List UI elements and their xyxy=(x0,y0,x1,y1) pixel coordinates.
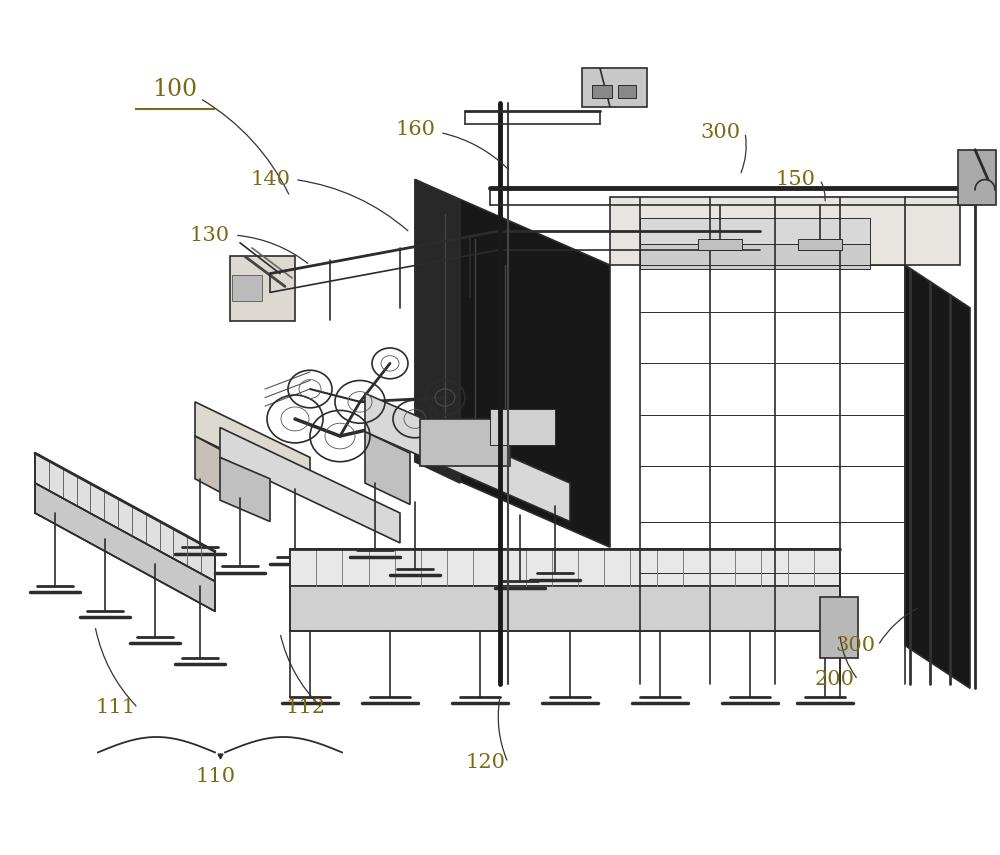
Polygon shape xyxy=(220,457,270,522)
Bar xyxy=(592,86,612,98)
Polygon shape xyxy=(290,586,840,631)
Polygon shape xyxy=(415,180,460,483)
Bar xyxy=(230,256,295,321)
Polygon shape xyxy=(640,218,870,244)
Text: 150: 150 xyxy=(775,170,815,189)
Text: 130: 130 xyxy=(190,226,230,245)
Text: 300: 300 xyxy=(835,636,875,655)
Polygon shape xyxy=(640,244,870,269)
Polygon shape xyxy=(195,436,235,500)
Text: 112: 112 xyxy=(285,699,325,717)
Bar xyxy=(582,68,647,107)
Polygon shape xyxy=(610,197,960,265)
Polygon shape xyxy=(905,265,970,688)
Bar xyxy=(958,150,996,205)
Text: 300: 300 xyxy=(700,123,740,142)
Polygon shape xyxy=(35,453,215,581)
Polygon shape xyxy=(290,549,840,586)
Text: 200: 200 xyxy=(815,670,855,689)
Text: 160: 160 xyxy=(395,121,435,139)
Text: 111: 111 xyxy=(95,699,135,717)
Polygon shape xyxy=(220,428,400,543)
Bar xyxy=(798,239,842,250)
Polygon shape xyxy=(35,483,215,611)
Polygon shape xyxy=(365,393,570,522)
Bar xyxy=(420,419,510,466)
Bar xyxy=(618,86,636,98)
Bar xyxy=(698,239,742,250)
Text: 120: 120 xyxy=(465,753,505,772)
Text: 140: 140 xyxy=(250,170,290,189)
Text: 110: 110 xyxy=(195,767,235,786)
Polygon shape xyxy=(365,432,410,504)
Text: 100: 100 xyxy=(152,79,198,101)
Polygon shape xyxy=(195,402,310,492)
Bar xyxy=(490,409,555,445)
Bar xyxy=(232,275,262,301)
Bar xyxy=(820,597,858,658)
Polygon shape xyxy=(415,180,610,547)
